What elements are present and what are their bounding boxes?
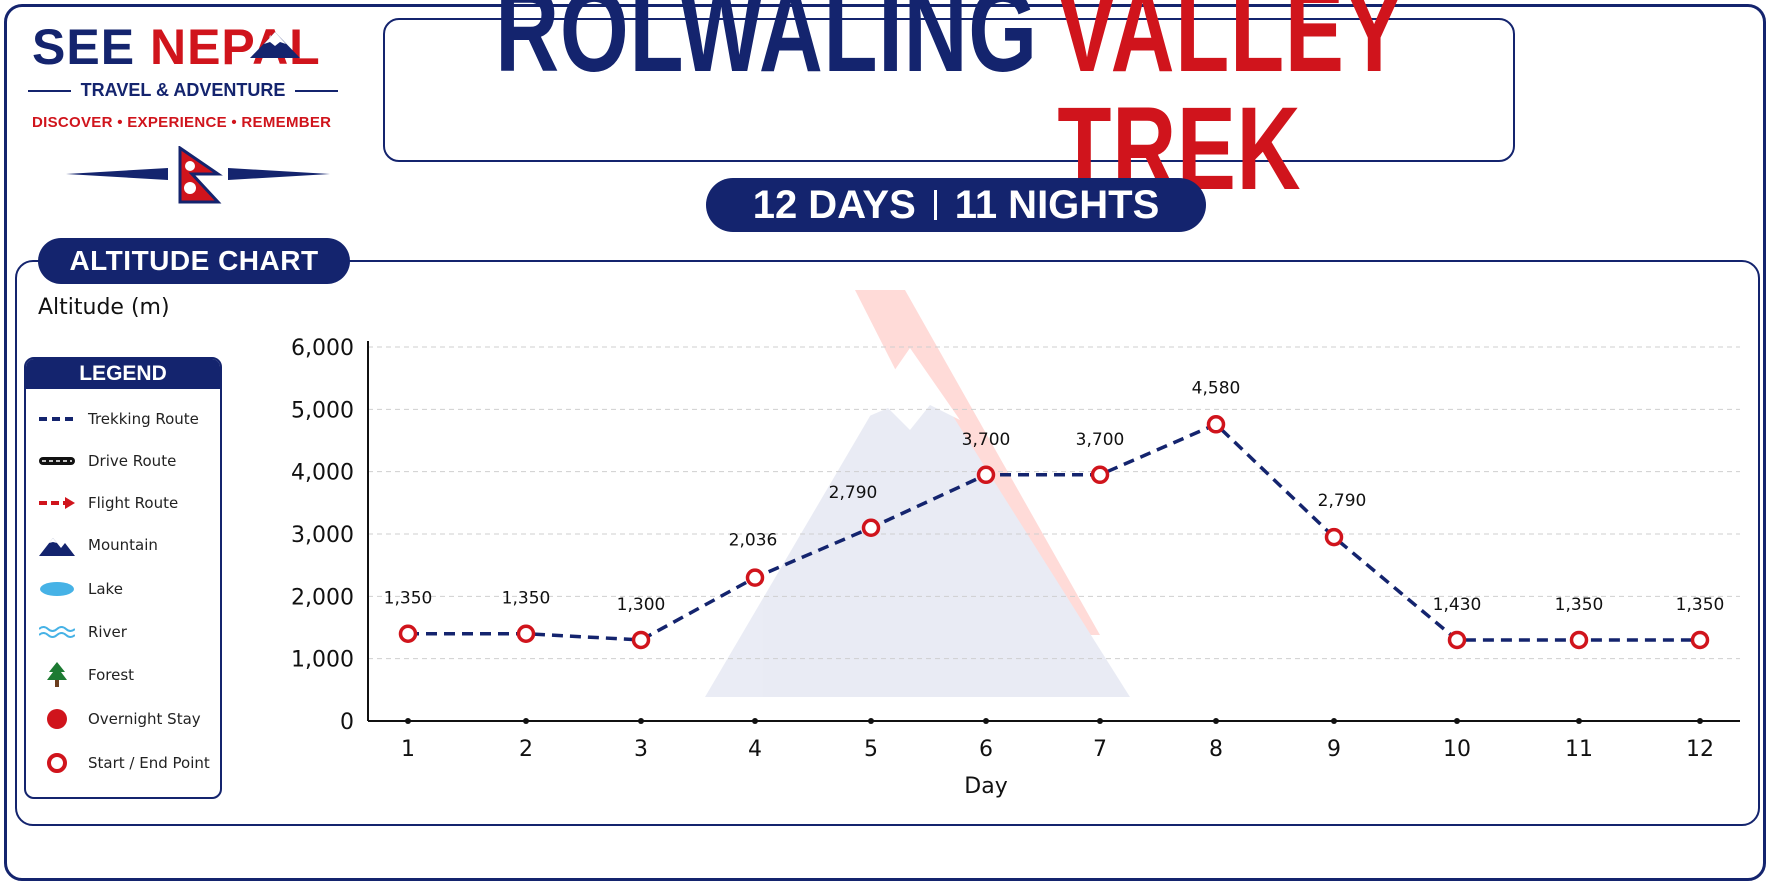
duration-days: 12 DAYS — [752, 182, 916, 227]
x-tick-mark — [1213, 718, 1219, 724]
x-tick-label: 8 — [1209, 737, 1223, 762]
chart-panel — [15, 260, 1760, 826]
legend-item-overnight: Overnight Stay — [26, 705, 222, 733]
y-tick-label: 1,000 — [291, 648, 354, 673]
brand-nepal: NEPAL — [149, 19, 321, 75]
data-label: 1,350 — [1676, 595, 1725, 615]
y-tick-label: 2,000 — [291, 585, 354, 610]
x-tick-mark — [523, 718, 529, 724]
legend-item-lake: Lake — [26, 575, 222, 603]
y-tick-label: 3,000 — [291, 523, 354, 548]
x-tick-mark — [983, 718, 989, 724]
x-tick-mark — [752, 718, 758, 724]
legend-title: LEGEND — [26, 359, 220, 389]
legend-item-river: River — [26, 618, 222, 646]
data-label: 1,350 — [502, 589, 551, 609]
altitude-point — [631, 630, 651, 650]
altitude-point — [976, 465, 996, 485]
flight-arrow-icon — [39, 497, 75, 509]
altitude-point — [861, 518, 881, 538]
data-label: 2,790 — [1318, 491, 1367, 511]
x-tick-label: 3 — [634, 737, 648, 762]
x-tick-mark — [1454, 718, 1460, 724]
altitude-point — [1569, 630, 1589, 650]
brand-logo: SEE NEPAL TRAVEL & ADVENTURE DISCOVER • … — [28, 18, 348, 218]
altitude-point — [1690, 630, 1710, 650]
x-tick-mark — [1331, 718, 1337, 724]
brand-motto: DISCOVER • EXPERIENCE • REMEMBER — [32, 114, 332, 131]
x-tick-label: 12 — [1686, 737, 1714, 762]
data-label: 2,790 — [829, 483, 878, 503]
x-tick-label: 5 — [864, 737, 878, 762]
title-part1: ROLWALING — [495, 0, 1038, 97]
x-tick-mark — [1097, 718, 1103, 724]
mountain-icon — [39, 538, 75, 556]
brand-tagline: TRAVEL & ADVENTURE — [28, 80, 338, 101]
data-label: 3,700 — [1076, 430, 1125, 450]
x-tick-mark — [1697, 718, 1703, 724]
legend-item-drive: Drive Route — [26, 447, 222, 475]
data-label: 3,700 — [962, 430, 1011, 450]
data-label: 1,300 — [617, 595, 666, 615]
tree-icon — [47, 662, 67, 687]
data-label: 4,580 — [1192, 378, 1241, 398]
filled-dot-icon — [47, 709, 67, 729]
legend-item-forest: Forest — [26, 661, 222, 689]
x-tick-mark — [638, 718, 644, 724]
y-tick-label: 6,000 — [291, 336, 354, 361]
y-tick-label: 4,000 — [291, 461, 354, 486]
y-tick-label: 0 — [340, 710, 354, 735]
page-frame — [4, 4, 1766, 881]
brand-see: SEE — [32, 19, 136, 75]
x-tick-label: 2 — [519, 737, 533, 762]
duration-nights: 11 NIGHTS — [954, 182, 1160, 227]
altitude-point — [1447, 630, 1467, 650]
x-tick-label: 11 — [1565, 737, 1593, 762]
road-icon — [39, 457, 75, 465]
x-tick-mark — [868, 718, 874, 724]
x-tick-label: 9 — [1327, 737, 1341, 762]
lake-icon — [40, 582, 74, 596]
altitude-point — [1090, 465, 1110, 485]
ring-icon — [47, 753, 67, 773]
legend: LEGEND Trekking Route Drive Route Flight… — [24, 357, 222, 799]
legend-item-flight: Flight Route — [26, 489, 222, 517]
x-tick-label: 4 — [748, 737, 762, 762]
data-label: 1,430 — [1433, 595, 1482, 615]
altitude-point — [1206, 415, 1226, 434]
legend-item-mountain: Mountain — [26, 531, 222, 559]
x-tick-label: 7 — [1093, 737, 1107, 762]
altitude-point — [745, 568, 765, 587]
nepal-flag-icon — [66, 146, 330, 204]
legend-item-start-end: Start / End Point — [26, 749, 222, 777]
altitude-chart-tab: ALTITUDE CHART — [38, 238, 350, 284]
y-axis-label: Altitude (m) — [38, 295, 170, 320]
dashed-line-icon — [39, 417, 75, 421]
x-tick-label: 10 — [1443, 737, 1471, 762]
brand-name: SEE NEPAL — [32, 18, 321, 76]
legend-item-trekking: Trekking Route — [26, 405, 222, 433]
data-label: 1,350 — [1555, 595, 1604, 615]
mountain-watermark — [705, 290, 1130, 697]
river-icon — [39, 626, 75, 638]
logo-peak-icon — [250, 32, 300, 58]
duration-badge: 12 DAYS 11 NIGHTS — [706, 178, 1206, 232]
x-tick-label: 1 — [401, 737, 415, 762]
x-tick-label: 6 — [979, 737, 993, 762]
x-tick-mark — [405, 718, 411, 724]
x-tick-mark — [1576, 718, 1582, 724]
altitude-point — [398, 624, 418, 643]
altitude-point — [516, 624, 536, 643]
trekking-route-line — [408, 422, 1700, 642]
data-label: 1,350 — [384, 589, 433, 609]
x-axis-title: Day — [964, 774, 1007, 799]
data-label: 2,036 — [729, 531, 778, 551]
y-tick-label: 5,000 — [291, 398, 354, 423]
altitude-point — [1324, 527, 1344, 547]
